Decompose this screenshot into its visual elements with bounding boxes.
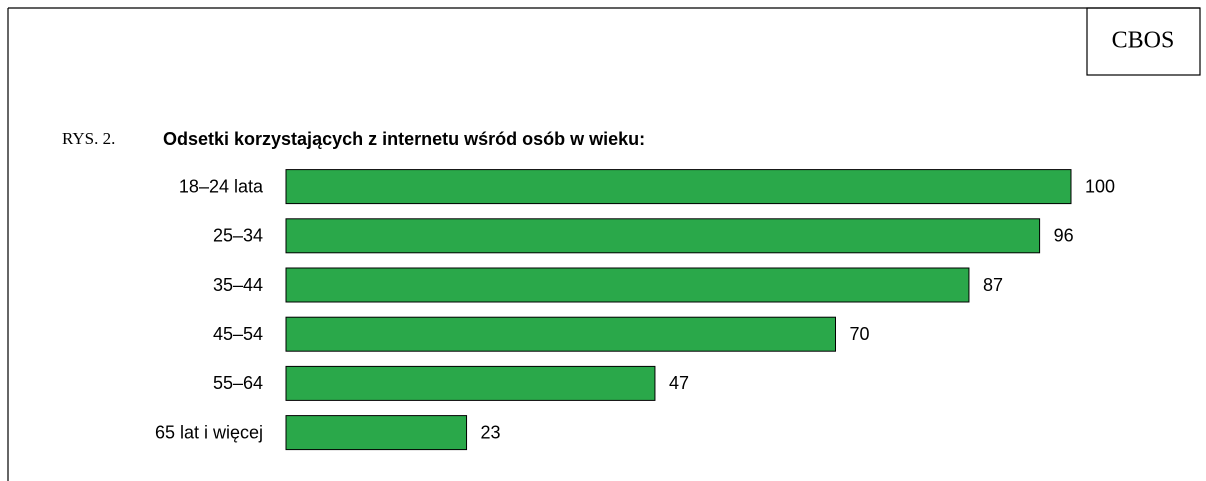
- bar: [285, 415, 468, 451]
- bar: [285, 218, 1041, 254]
- value-label: 70: [850, 324, 870, 344]
- value-label: 47: [669, 373, 689, 393]
- bar: [285, 267, 970, 303]
- bar: [285, 169, 1072, 205]
- category-label: 25–34: [213, 226, 263, 246]
- value-label: 100: [1085, 176, 1115, 196]
- figure-label: RYS. 2.: [62, 129, 115, 148]
- category-label: 45–54: [213, 324, 263, 344]
- badge: CBOS: [1112, 28, 1175, 54]
- chart-title: Odsetki korzystających z internetu wśród…: [163, 129, 645, 149]
- category-label: 65 lat i więcej: [155, 422, 263, 442]
- category-label: 35–44: [213, 275, 263, 295]
- value-label: 87: [983, 275, 1003, 295]
- value-label: 96: [1054, 226, 1074, 246]
- badge-box: [1086, 7, 1201, 76]
- bar: [285, 316, 836, 352]
- bar: [285, 365, 656, 401]
- category-label: 18–24 lata: [179, 176, 264, 196]
- category-label: 55–64: [213, 373, 263, 393]
- value-label: 23: [481, 422, 501, 442]
